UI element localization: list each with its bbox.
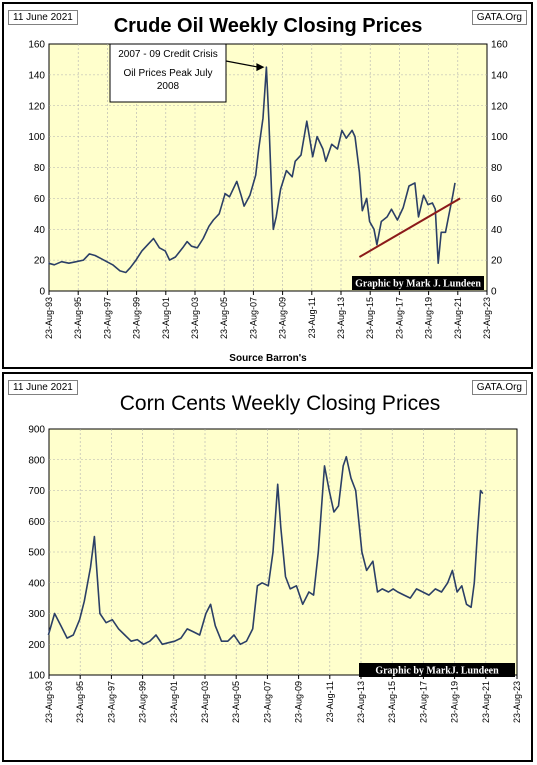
y-tick-label-right: 60 [491,194,503,205]
chart-title: Corn Cents Weekly Closing Prices [120,392,441,415]
credit-text: Graphic by Mark J. Lundeen [355,279,481,290]
x-tick-label: 23-Aug-19 [424,297,434,339]
x-tick-label: 23-Aug-03 [190,297,200,339]
trend-line [358,197,461,258]
annotation-arrowhead [256,63,265,72]
chart-title: Crude Oil Weekly Closing Prices [114,15,423,37]
x-tick-label: 23-Aug-99 [132,297,142,339]
y-tick-label: 140 [28,70,45,81]
x-tick-label: 23-Aug-05 [231,681,241,723]
y-tick-label: 800 [28,455,45,466]
y-tick-label: 120 [28,101,45,112]
y-tick-label: 400 [28,578,45,589]
annotation-text: 2008 [157,81,180,92]
x-tick-label: 23-Aug-01 [169,681,179,723]
x-tick-label: 23-Aug-15 [387,681,397,723]
x-tick-label: 23-Aug-21 [481,681,491,723]
y-tick-label: 0 [39,287,45,298]
y-tick-label-right: 140 [491,70,508,81]
y-tick-label: 60 [34,194,46,205]
x-tick-label: 23-Aug-99 [138,681,148,723]
x-tick-label: 23-Aug-95 [75,681,85,723]
y-tick-label: 900 [28,425,45,436]
annotation-box [109,43,227,103]
corn-chart-panel: Corn Cents Weekly Closing Prices 100 200 30… [2,372,533,762]
y-tick-label: 500 [28,548,45,559]
x-tick-label: 23-Aug-05 [219,297,229,339]
credit-box [359,663,515,677]
y-tick-label: 40 [34,225,46,236]
x-tick-label: 23-Aug-09 [278,297,288,339]
x-tick-label: 23-Aug-13 [336,297,346,339]
y-tick-label: 80 [34,163,46,174]
corn-date-label: 11 June 2021 [8,380,78,395]
oil-chart: Crude Oil Weekly Closing Prices 0 0 20 20 40 4… [28,15,508,364]
x-tick-label: 23-Aug-11 [307,297,317,338]
credit-text: Graphic by MarkJ. Lundeen [375,666,499,677]
y-tick-label-right: 0 [491,287,497,298]
y-tick-label: 200 [28,640,45,651]
y-tick-label: 700 [28,486,45,497]
x-tick-label: 23-Aug-17 [394,297,404,339]
y-tick-label: 160 [28,40,45,51]
oil-site-label: GATA.Org [471,10,527,25]
x-tick-label: 23-Aug-97 [106,681,116,723]
annotation-text: Oil Prices Peak July [124,68,213,79]
x-tick-label: 23-Aug-19 [450,681,460,723]
x-tick-label: 23-Aug-23 [482,297,492,339]
source-label: Source Barron's [229,353,307,364]
y-tick-label: 600 [28,517,45,528]
annotation-arrow [225,60,259,68]
x-tick-label: 23-Aug-23 [512,681,522,723]
x-tick-label: 23-Aug-97 [102,297,112,339]
annotation-text: 2007 - 09 Credit Crisis [118,49,217,60]
price-series-line [47,455,484,646]
corn-site-label: GATA.Org [471,380,527,395]
y-tick-label-right: 160 [491,40,508,51]
oil-chart-panel: Crude Oil Weekly Closing Prices 0 0 20 20 40 4… [2,2,533,369]
x-tick-label: 23-Aug-21 [453,297,463,339]
x-tick-label: 23-Aug-17 [418,681,428,723]
y-tick-label-right: 20 [491,256,503,267]
x-tick-label: 23-Aug-01 [161,297,171,339]
x-tick-label: 23-Aug-15 [365,297,375,339]
y-tick-label: 100 [28,132,45,143]
y-tick-label-right: 120 [491,101,508,112]
x-tick-label: 23-Aug-07 [248,297,258,339]
x-tick-label: 23-Aug-93 [44,297,54,339]
x-tick-label: 23-Aug-95 [73,297,83,339]
x-tick-label: 23-Aug-09 [294,681,304,723]
y-tick-label: 100 [28,671,45,682]
x-tick-label: 23-Aug-13 [356,681,366,723]
y-tick-label-right: 40 [491,225,503,236]
oil-date-label: 11 June 2021 [8,10,78,25]
x-tick-label: 23-Aug-03 [200,681,210,723]
x-tick-label: 23-Aug-07 [262,681,272,723]
x-tick-label: 23-Aug-11 [325,681,335,722]
y-tick-label-right: 100 [491,132,508,143]
y-tick-label: 300 [28,609,45,620]
credit-box [352,276,484,290]
price-series-line [48,66,456,274]
y-tick-label: 20 [34,256,46,267]
x-tick-label: 23-Aug-93 [44,681,54,723]
y-tick-label-right: 80 [491,163,503,174]
corn-chart: Corn Cents Weekly Closing Prices 100 200 30… [28,392,522,723]
